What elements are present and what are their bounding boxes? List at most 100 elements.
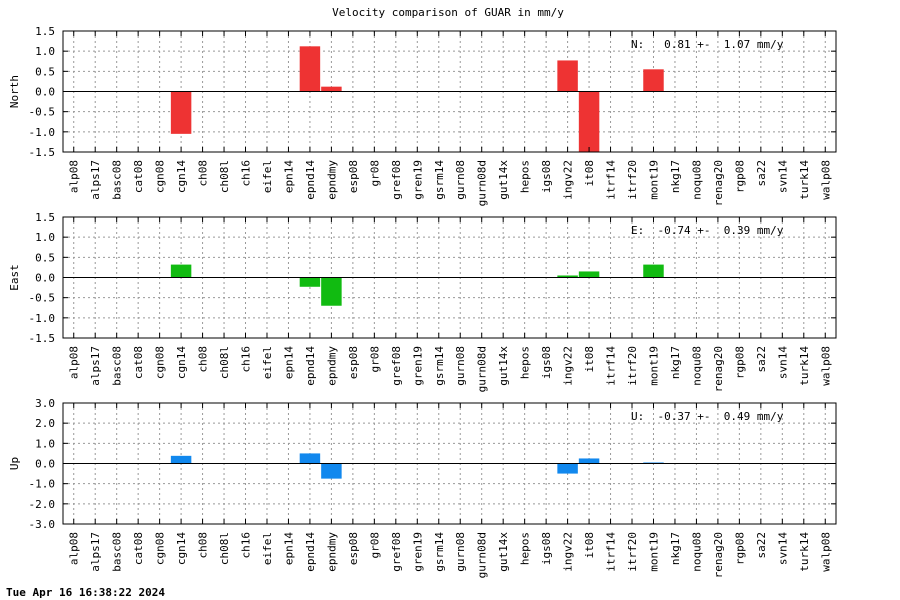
plot-frame	[62, 402, 837, 525]
x-tick-label: gref08	[390, 346, 403, 386]
x-tick-label: turk14	[798, 160, 811, 200]
x-tick-label: ch16	[240, 346, 253, 373]
x-tick-label: ingv22	[562, 346, 575, 386]
x-tick-label: basc08	[111, 160, 124, 200]
x-tick-label: gr08	[368, 532, 381, 559]
x-tick-label: igs08	[540, 532, 553, 565]
y-tick-label: -0.5	[29, 106, 56, 119]
x-tick-label: ch08l	[218, 160, 231, 193]
x-tick-label: gsrm14	[433, 160, 446, 200]
bar-mont19	[643, 69, 664, 92]
x-tick-label: renag20	[712, 532, 725, 578]
bar-cgn14	[170, 91, 192, 134]
bar-it08	[578, 91, 600, 152]
y-tick-label: 0.5	[35, 65, 55, 78]
bar-cgn14	[170, 264, 192, 278]
x-tick-label: renag20	[712, 160, 725, 206]
x-tick-label: renag20	[712, 346, 725, 392]
x-tick-label: alp08	[68, 346, 81, 379]
x-tick-label: gsrm14	[433, 532, 446, 572]
x-tick-label: igs08	[540, 346, 553, 379]
x-tick-label: gr08	[368, 346, 381, 373]
y-tick-label: -2.0	[29, 498, 56, 511]
y-tick-label: 0.0	[35, 458, 55, 471]
x-tick-label: eifel	[261, 346, 274, 379]
x-tick-label: ch08l	[218, 532, 231, 565]
x-tick-label: rgp08	[733, 160, 746, 193]
x-tick-label: itrf20	[626, 532, 639, 572]
x-tick-label: ch16	[240, 532, 253, 559]
y-tick-label: -1.5	[29, 146, 56, 159]
x-tick-label: ch16	[240, 160, 253, 187]
x-tick-label: itrf20	[626, 160, 639, 200]
timestamp-footer: Tue Apr 16 16:38:22 2024	[6, 586, 165, 599]
x-tick-label: gref08	[390, 160, 403, 200]
panel-annotation: E: -0.74 +- 0.39 mm/y	[631, 224, 784, 237]
x-tick-label: it08	[583, 346, 596, 373]
x-tick-label: gut14x	[497, 346, 510, 386]
x-tick-label: basc08	[111, 346, 124, 386]
x-tick-label: itrf14	[605, 532, 618, 572]
x-tick-label: svn14	[776, 532, 789, 565]
x-tick-label: ch08	[197, 160, 210, 187]
x-tick-label: noqu08	[690, 346, 703, 386]
x-tick-label: alps17	[89, 160, 102, 200]
x-tick-label: cgn14	[175, 346, 188, 379]
x-tick-label: cat08	[132, 532, 145, 565]
x-tick-label: itrf14	[605, 346, 618, 386]
x-tick-label: mont19	[647, 160, 660, 200]
x-tick-label: gren19	[411, 160, 424, 200]
x-tick-label: gsrm14	[433, 346, 446, 386]
x-tick-label: epn14	[282, 532, 295, 565]
x-tick-label: itrf20	[626, 346, 639, 386]
y-tick-label: 2.0	[35, 417, 55, 430]
x-tick-label: eifel	[261, 160, 274, 193]
y-axis-label: North	[8, 75, 21, 108]
x-tick-label: epnd14	[304, 532, 317, 572]
bar-epndmy	[321, 277, 342, 306]
x-tick-label: gurn08	[454, 532, 467, 572]
x-tick-label: cgn08	[154, 160, 167, 193]
y-tick-label: -1.0	[29, 478, 56, 491]
x-tick-label: epndmy	[325, 346, 338, 386]
x-tick-label: hepos	[519, 346, 532, 379]
x-tick-label: nkg17	[669, 160, 682, 193]
bar-it08	[578, 271, 600, 278]
y-axis-label: East	[8, 264, 21, 291]
x-tick-label: mont19	[647, 532, 660, 572]
y-tick-label: 1.0	[35, 45, 55, 58]
x-tick-label: alp08	[68, 160, 81, 193]
x-tick-label: rgp08	[733, 346, 746, 379]
x-tick-label: epndmy	[325, 532, 338, 572]
panel-east: 1.5 1.0 0.5 0.0 -0.5 -1.0 -1.5 alp08 alps17 basc0…	[8, 211, 837, 392]
x-tick-label: gurn08d	[476, 532, 489, 578]
y-tick-label: 1.0	[35, 231, 55, 244]
x-tick-label: gurn08	[454, 160, 467, 200]
x-tick-label: ch08	[197, 346, 210, 373]
x-tick-label: svn14	[776, 160, 789, 193]
x-tick-label: sa22	[755, 532, 768, 559]
y-tick-label: 3.0	[35, 397, 55, 410]
y-tick-label: -1.5	[29, 332, 56, 345]
x-tick-label: cat08	[132, 160, 145, 193]
x-tick-label: gurn08d	[476, 160, 489, 206]
bar-epnd14	[299, 46, 321, 92]
x-tick-label: nkg17	[669, 346, 682, 379]
x-tick-label: epndmy	[325, 160, 338, 200]
x-tick-label: alps17	[89, 532, 102, 572]
x-tick-label: epn14	[282, 160, 295, 193]
bar-epndmy	[321, 86, 342, 92]
x-tick-label: mont19	[647, 346, 660, 386]
y-axis-label: Up	[8, 457, 21, 470]
x-tick-label: walp08	[819, 160, 832, 200]
x-tick-label: it08	[583, 160, 596, 187]
x-tick-label: walp08	[819, 532, 832, 572]
x-tick-label: gren19	[411, 346, 424, 386]
x-tick-label: ingv22	[562, 160, 575, 200]
panel-north: 1.5 1.0 0.5 0.0 -0.5 -1.0 -1.5 alp08 alps17 basc0…	[8, 25, 837, 206]
y-tick-label: -1.0	[29, 312, 56, 325]
x-tick-label: hepos	[519, 160, 532, 193]
y-tick-label: 1.5	[35, 25, 55, 38]
bar-it08	[578, 458, 600, 464]
x-tick-label: epnd14	[304, 160, 317, 200]
